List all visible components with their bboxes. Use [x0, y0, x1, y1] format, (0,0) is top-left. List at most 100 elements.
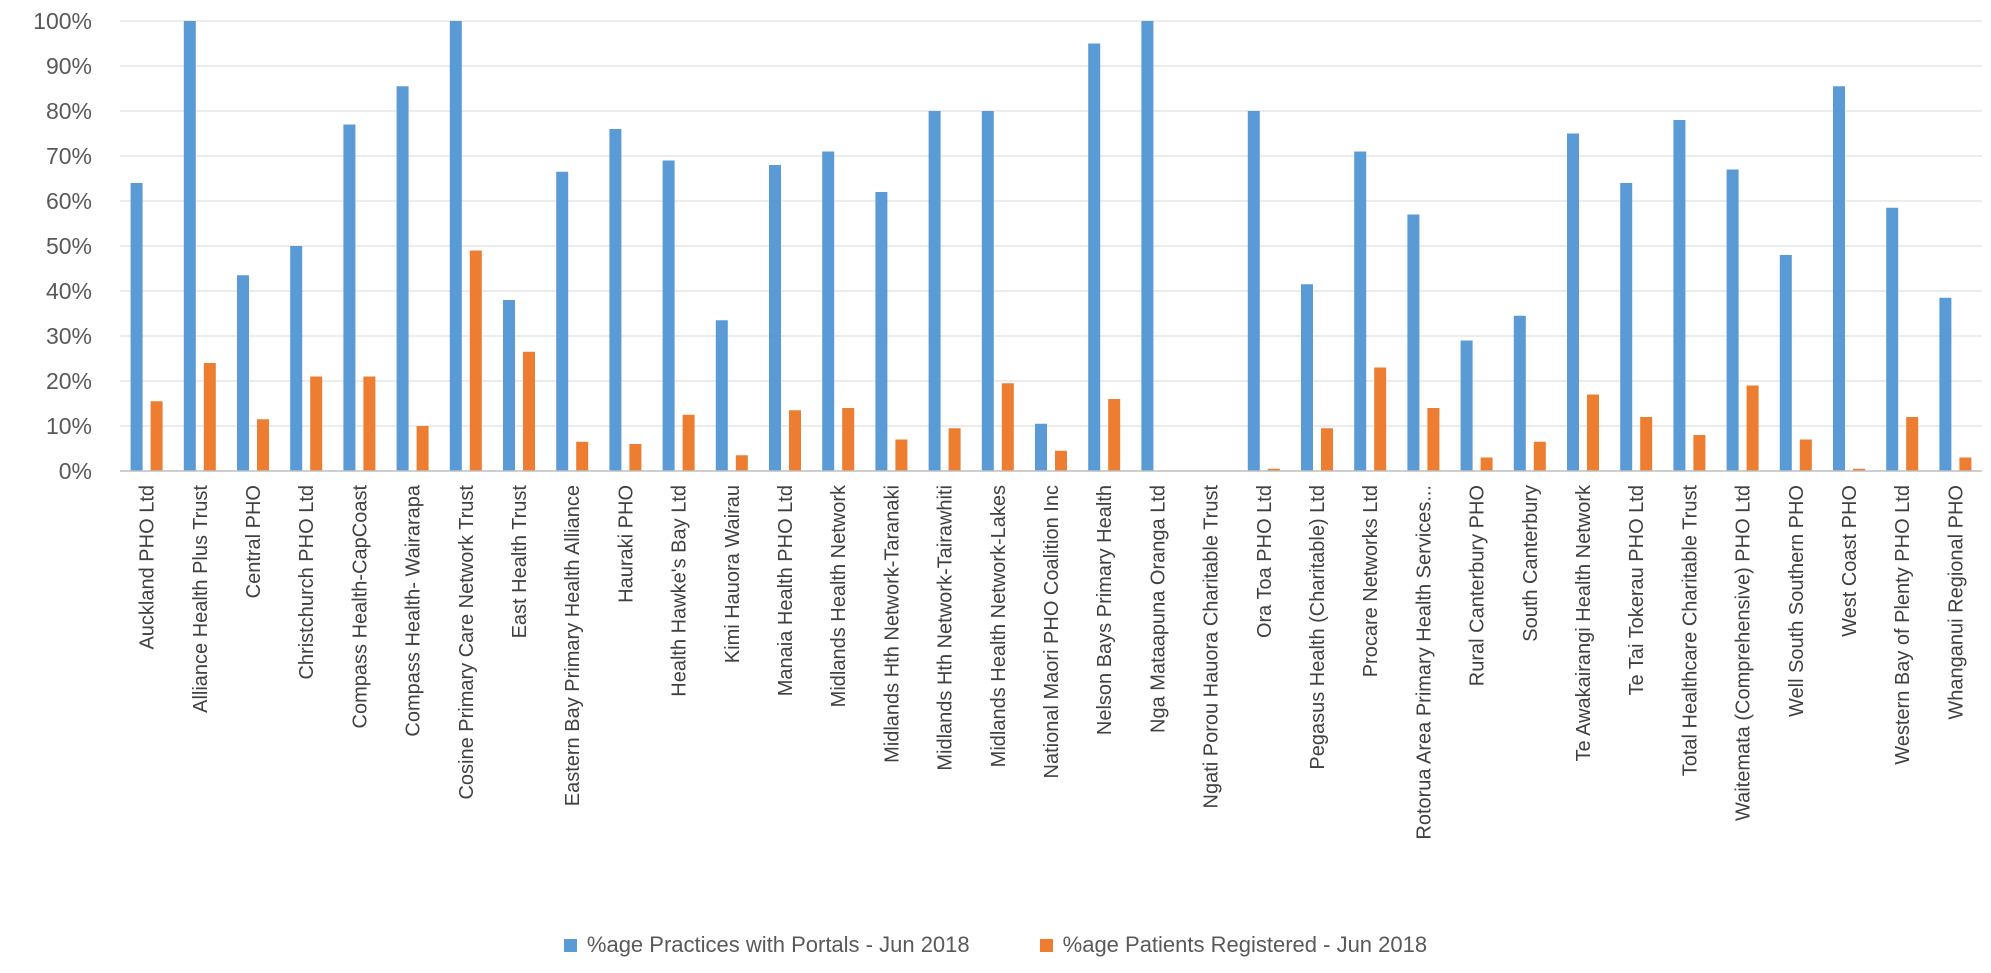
bar-patients [1427, 408, 1440, 471]
x-tick-label: West Coast PHO [1839, 485, 1861, 637]
x-tick-label: Manaia Health PHO Ltd [775, 485, 797, 696]
bar-patients [1746, 385, 1759, 471]
bar-patients [842, 408, 855, 471]
x-tick-label: Midlands Health Network-Lakes [988, 485, 1010, 767]
bar-practices [1567, 133, 1579, 471]
bar-patients [1001, 383, 1014, 471]
bar-practices [1833, 86, 1845, 471]
bar-patients [1799, 439, 1812, 471]
x-tick-label: South Canterbury [1520, 485, 1542, 642]
bar-patients [1906, 417, 1919, 471]
x-tick-label: Christchurch PHO Ltd [296, 485, 318, 680]
legend-swatch-practices [563, 938, 577, 952]
y-tick-label: 60% [46, 188, 92, 214]
bar-patients [1533, 441, 1546, 471]
bar-patients [1374, 367, 1387, 471]
x-tick-label: Nelson Bays Primary Health [1094, 485, 1116, 735]
x-tick-label: Midlands Hth Network-Taranaki [881, 485, 903, 763]
bar-patients [257, 419, 269, 471]
bar-practices [928, 111, 941, 471]
bar-patients [150, 401, 163, 471]
x-tick-label: Midlands Health Network [828, 484, 850, 707]
y-tick-label: 100% [33, 8, 92, 34]
bar-practices [1673, 120, 1686, 471]
bar-practices [503, 300, 515, 471]
bar-patients [1959, 457, 1972, 471]
bar-patients [1055, 450, 1067, 471]
bar-patients [1321, 428, 1333, 471]
x-tick-label: Te Tai Tokerau PHO Ltd [1626, 485, 1648, 696]
bar-patients [203, 363, 216, 471]
x-tick-label: Health Hawke's Bay Ltd [669, 485, 691, 697]
bar-patients [1480, 457, 1493, 471]
bar-practices [396, 86, 409, 471]
bar-patients [310, 376, 323, 471]
y-tick-label: 90% [46, 53, 92, 79]
legend-item-patients: %age Patients Registered - Jun 2018 [1039, 932, 1428, 958]
y-tick-label: 80% [46, 98, 92, 124]
bar-practices [1779, 255, 1792, 471]
bar-patients [1693, 435, 1706, 471]
legend-label-practices: %age Practices with Portals - Jun 2018 [586, 932, 970, 957]
y-tick-label: 10% [46, 413, 92, 439]
bar-practices [662, 160, 675, 471]
bar-patients [1267, 468, 1280, 471]
x-tick-label: Alliance Health Plus Trust [190, 485, 212, 713]
x-tick-label: Rural Canterbury PHO [1467, 485, 1489, 686]
x-tick-label: Midlands Hth Network-Tairawhiti [935, 485, 957, 771]
x-tick-label: Kimi Hauora Wairau [722, 485, 744, 663]
bar-patients [523, 351, 535, 471]
bar-practices [1407, 214, 1420, 471]
bar-practices [715, 320, 728, 471]
bar-practices [822, 151, 835, 471]
x-tick-label: Auckland PHO Ltd [137, 485, 159, 650]
bar-practices [1301, 284, 1313, 471]
bar-practices [1247, 111, 1260, 471]
bar-practices [1620, 183, 1633, 471]
x-tick-label: Compass Health-CapCoast [349, 485, 371, 729]
x-tick-label: Te Awakairangi Health Network [1573, 484, 1595, 761]
bar-practices [609, 129, 622, 471]
bar-practices [1460, 340, 1473, 471]
x-tick-label: Ngati Porou Hauora Charitable Trust [1201, 485, 1223, 809]
bar-patients [682, 414, 695, 471]
bar-practices [981, 111, 994, 471]
legend-label-patients: %age Patients Registered - Jun 2018 [1062, 932, 1428, 957]
x-tick-label: Western Bay of Plenty PHO Ltd [1892, 485, 1914, 765]
bar-practices [449, 21, 462, 471]
gridlines [120, 20, 1982, 427]
bars [130, 21, 1972, 471]
bar-practices [183, 21, 196, 471]
bar-practices [130, 183, 143, 471]
x-tick-label: East Health Trust [509, 485, 531, 639]
bar-patients [1587, 394, 1599, 471]
x-tick-label: Whanganui Regional PHO [1945, 485, 1967, 720]
bar-patients [629, 444, 642, 471]
x-axis-tick-labels: Auckland PHO Ltd Alliance Health Plus Tru… [137, 484, 1968, 840]
bar-patients [1108, 399, 1121, 471]
bar-practices [290, 246, 303, 471]
x-tick-label: Ora Toa PHO Ltd [1254, 485, 1276, 638]
bar-practices [556, 171, 569, 471]
bar-practices [1726, 169, 1739, 471]
y-tick-label: 50% [46, 233, 92, 259]
x-tick-label: Compass Health- Wairarapa [403, 484, 425, 736]
y-tick-label: 30% [46, 323, 92, 349]
bar-practices [1886, 207, 1899, 471]
bar-patients [469, 250, 482, 471]
y-tick-label: 0% [59, 458, 92, 484]
x-tick-label: Cosine Primary Care Network Trust [456, 485, 478, 800]
bar-practices [1354, 151, 1367, 471]
bar-patients [576, 441, 589, 471]
bar-practices [237, 275, 249, 471]
bar-practices [1141, 21, 1154, 471]
bar-practices [1035, 423, 1047, 471]
x-tick-label: Pegasus Health (Charitable) Ltd [1307, 485, 1329, 770]
bar-practices [769, 165, 781, 471]
x-tick-label: Well South Southern PHO [1786, 485, 1808, 717]
bar-patients [948, 428, 961, 471]
x-tick-label: Eastern Bay Primary Health Alliance [562, 485, 584, 806]
bar-patients [735, 455, 748, 471]
